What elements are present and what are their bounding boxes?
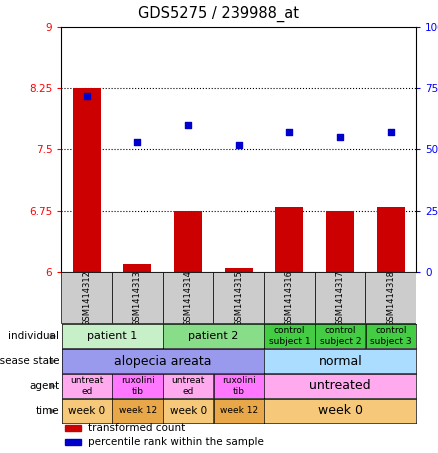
Point (184, 121, 191, 129)
Text: patient 2: patient 2 (188, 331, 239, 341)
Point (286, 129, 293, 136)
Text: ruxolini
tib: ruxolini tib (222, 376, 256, 395)
Text: control
subject 1: control subject 1 (269, 327, 311, 346)
Text: alopecia areata: alopecia areata (114, 355, 212, 367)
Point (336, 134, 343, 141)
Text: untreated: untreated (310, 380, 371, 392)
Bar (315, 272, 365, 323)
Text: untreat
ed: untreat ed (70, 376, 103, 395)
Text: disease state: disease state (0, 356, 59, 366)
Bar (65, 425, 81, 431)
Text: GSM1414316: GSM1414316 (285, 270, 294, 326)
Text: GSM1414315: GSM1414315 (234, 270, 243, 326)
Point (235, 141, 242, 148)
Point (134, 139, 141, 146)
Bar (124, 264, 151, 272)
Text: week 0: week 0 (170, 406, 207, 416)
Text: control
subject 2: control subject 2 (320, 327, 361, 346)
Text: patient 1: patient 1 (87, 331, 138, 341)
Text: individual: individual (8, 331, 59, 342)
Bar (365, 272, 416, 323)
Text: week 0: week 0 (318, 405, 363, 417)
Bar (225, 268, 253, 272)
Bar (112, 272, 162, 323)
Bar (73, 88, 101, 272)
Text: week 0: week 0 (68, 406, 106, 416)
Bar (326, 211, 354, 272)
Text: GSM1414312: GSM1414312 (82, 270, 91, 326)
Text: control
subject 3: control subject 3 (370, 327, 412, 346)
Point (387, 129, 394, 136)
Bar (213, 272, 264, 323)
Text: GDS5275 / 239988_at: GDS5275 / 239988_at (138, 5, 300, 22)
Point (83, 92, 90, 99)
Bar (377, 207, 405, 272)
Text: normal: normal (318, 355, 362, 367)
Bar (264, 272, 314, 323)
Bar (163, 272, 213, 323)
Text: week 12: week 12 (119, 406, 157, 415)
Bar (276, 207, 304, 272)
Text: GSM1414317: GSM1414317 (336, 270, 345, 326)
Bar (174, 211, 202, 272)
Bar (61, 272, 112, 323)
Text: GSM1414318: GSM1414318 (386, 270, 395, 326)
Text: time: time (35, 406, 59, 416)
Text: week 12: week 12 (220, 406, 258, 415)
Text: GSM1414313: GSM1414313 (133, 270, 142, 326)
Text: agent: agent (29, 381, 59, 391)
Text: untreat
ed: untreat ed (172, 376, 205, 395)
Bar (65, 439, 81, 445)
Text: GSM1414314: GSM1414314 (184, 270, 193, 326)
Text: percentile rank within the sample: percentile rank within the sample (88, 437, 264, 447)
Text: transformed count: transformed count (88, 423, 185, 433)
Text: ruxolini
tib: ruxolini tib (121, 376, 155, 395)
